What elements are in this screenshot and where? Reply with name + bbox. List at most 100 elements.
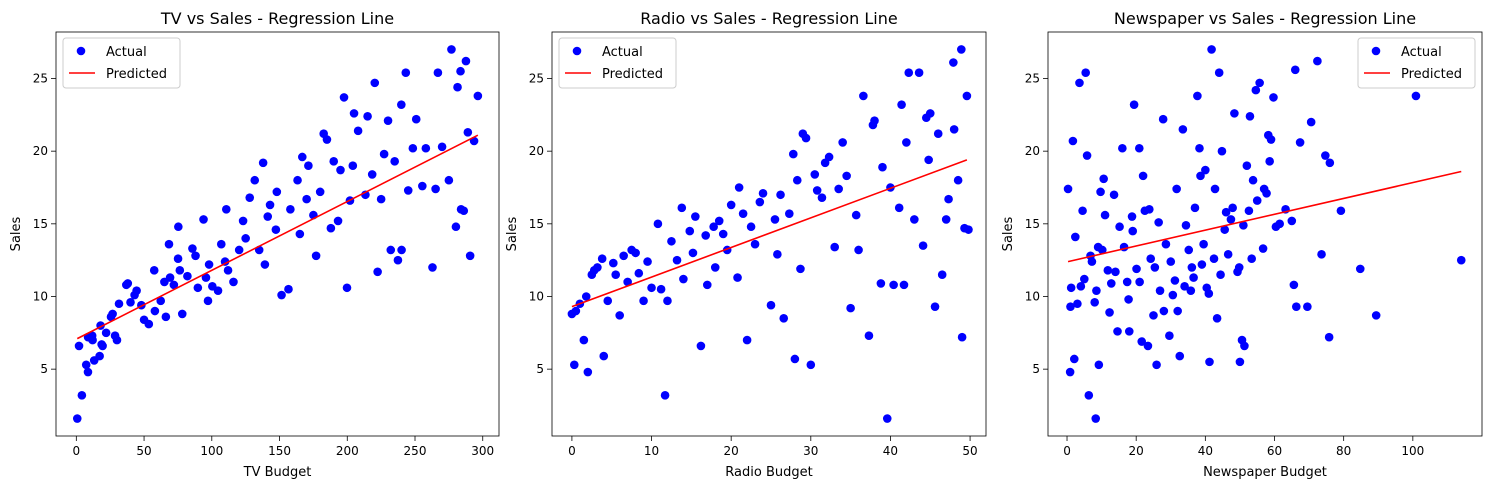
- data-point: [1073, 299, 1082, 309]
- data-point: [169, 280, 179, 290]
- data-point: [465, 251, 475, 261]
- data-point: [581, 292, 591, 301]
- x-tick-label: 0: [568, 444, 576, 458]
- data-point: [1247, 254, 1256, 264]
- data-point: [1289, 280, 1299, 290]
- legend-predicted-label: Predicted: [106, 67, 167, 82]
- data-point: [1178, 125, 1188, 134]
- data-point: [304, 161, 313, 170]
- data-point: [1137, 337, 1147, 346]
- data-point: [1411, 91, 1421, 101]
- data-point: [263, 212, 273, 221]
- data-point: [1143, 341, 1153, 351]
- data-point: [647, 283, 656, 293]
- data-point: [701, 231, 710, 240]
- data-point: [329, 157, 339, 166]
- legend-predicted-label: Predicted: [1401, 67, 1462, 82]
- data-point: [677, 203, 687, 213]
- data-point: [1216, 270, 1225, 279]
- data-point: [353, 126, 363, 136]
- data-point: [1109, 190, 1119, 200]
- data-point: [379, 149, 389, 159]
- data-point: [1186, 286, 1196, 295]
- plot-data: [567, 45, 973, 423]
- data-point: [1190, 203, 1200, 213]
- data-point: [597, 254, 607, 264]
- data-point: [126, 298, 135, 307]
- y-tick-label: 15: [1025, 217, 1040, 231]
- chart-title: Newspaper vs Sales - Regression Line: [1114, 9, 1416, 28]
- data-point: [889, 280, 898, 290]
- data-point: [702, 280, 712, 290]
- data-point: [603, 296, 613, 306]
- data-point: [1244, 206, 1254, 216]
- data-point: [656, 284, 666, 294]
- data-point: [660, 391, 670, 400]
- data-point: [1287, 216, 1297, 226]
- data-point: [941, 215, 951, 224]
- data-point: [583, 367, 593, 377]
- data-point: [1290, 65, 1300, 75]
- y-tick-label: 15: [33, 217, 48, 231]
- data-point: [77, 391, 87, 400]
- y-tick-label: 20: [1025, 144, 1040, 158]
- data-point: [709, 222, 718, 232]
- legend: Actual Predicted: [62, 37, 181, 89]
- data-point: [311, 251, 321, 261]
- data-point: [177, 309, 187, 319]
- data-point: [830, 242, 839, 252]
- x-tick-label: 60: [1267, 444, 1282, 458]
- data-point: [631, 248, 640, 258]
- data-point: [918, 241, 928, 250]
- regression-line: [571, 159, 968, 308]
- data-point: [1259, 184, 1269, 194]
- data-point: [229, 277, 238, 287]
- data-point: [199, 215, 208, 224]
- data-point: [1069, 354, 1079, 364]
- x-tick-label: 50: [136, 444, 151, 458]
- y-tick-label: 15: [529, 217, 544, 231]
- data-point: [710, 263, 720, 272]
- data-point: [1355, 264, 1365, 274]
- data-point: [444, 175, 454, 185]
- data-point: [1106, 279, 1116, 288]
- data-point: [1228, 203, 1237, 213]
- y-axis-label: Sales: [9, 216, 24, 251]
- data-point: [1317, 250, 1326, 259]
- data-point: [433, 68, 443, 77]
- data-point: [397, 100, 406, 109]
- data-point: [1094, 360, 1104, 370]
- data-point: [1082, 151, 1092, 160]
- data-point: [258, 158, 268, 168]
- data-point: [1166, 257, 1176, 266]
- data-point: [1146, 254, 1156, 264]
- data-point: [437, 142, 447, 152]
- data-point: [1371, 311, 1381, 320]
- data-point: [1159, 306, 1169, 316]
- data-point: [123, 279, 133, 288]
- y-tick-label: 10: [1025, 289, 1040, 303]
- data-point: [1239, 220, 1248, 230]
- data-point: [204, 260, 214, 269]
- data-point: [1124, 327, 1134, 336]
- data-point: [1173, 306, 1182, 316]
- x-tick-label: 300: [471, 444, 494, 458]
- data-point: [1251, 85, 1261, 95]
- data-point: [160, 277, 169, 287]
- data-point: [1220, 225, 1230, 234]
- data-point: [810, 170, 820, 179]
- data-point: [295, 229, 305, 239]
- data-point: [1184, 245, 1194, 255]
- data-point: [1135, 277, 1144, 287]
- data-point: [461, 56, 471, 66]
- data-point: [1235, 357, 1245, 367]
- data-point: [1195, 143, 1204, 153]
- data-point: [1066, 302, 1075, 311]
- x-tick-label: 40: [1198, 444, 1213, 458]
- y-tick-label: 5: [40, 362, 48, 376]
- legend-frame: [558, 37, 677, 89]
- data-point: [1172, 184, 1181, 194]
- data-point: [1240, 341, 1249, 351]
- x-tick-label: 20: [724, 444, 739, 458]
